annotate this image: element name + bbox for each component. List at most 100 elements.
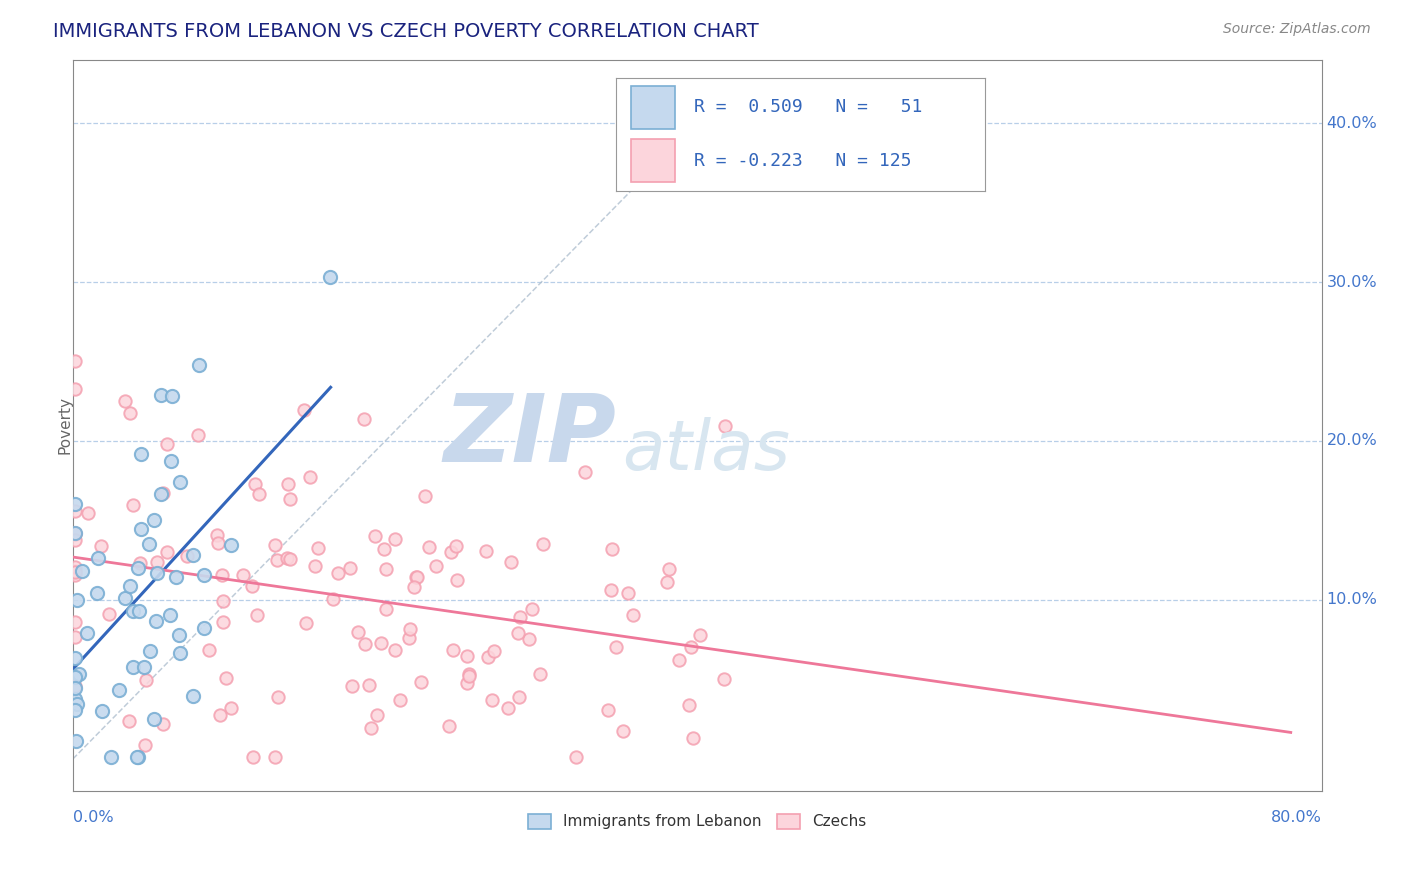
Point (70, 564, 93, 578)
Point (152, 486, 174, 500)
Point (605, 640, 627, 654)
Point (143, 712, 166, 726)
Point (621, 607, 644, 622)
Point (247, 487, 270, 501)
Point (122, 604, 145, 618)
Point (679, 640, 702, 654)
Point (499, 554, 522, 568)
Point (496, 701, 519, 715)
Point (63, 504, 86, 518)
Point (90, 539, 112, 553)
Point (714, 419, 737, 434)
Y-axis label: Poverty: Poverty (58, 396, 72, 454)
Point (353, 412, 375, 426)
Point (482, 644, 505, 658)
Point (389, 693, 412, 707)
Point (63, 526, 86, 541)
Point (232, 568, 254, 582)
Point (129, 557, 152, 571)
Point (506, 625, 529, 640)
Point (63, 497, 86, 511)
Point (339, 560, 361, 574)
Point (219, 538, 242, 552)
Point (193, 621, 215, 635)
Point (67, 667, 90, 681)
Point (63, 354, 86, 368)
Point (63, 670, 86, 684)
Text: Source: ZipAtlas.com: Source: ZipAtlas.com (1223, 22, 1371, 37)
Point (208, 708, 231, 723)
Point (63, 533, 86, 548)
Point (267, 690, 290, 704)
Point (529, 667, 551, 681)
Point (682, 731, 704, 746)
Point (413, 489, 436, 503)
Point (599, 583, 621, 598)
Point (612, 723, 634, 738)
Point (211, 567, 233, 582)
Point (63, 568, 86, 582)
Point (509, 610, 531, 624)
Point (77, 506, 100, 520)
Point (160, 454, 183, 468)
Point (63, 679, 86, 693)
Point (437, 719, 460, 733)
Point (198, 642, 221, 657)
Point (212, 594, 235, 608)
Point (138, 644, 160, 658)
Point (134, 738, 156, 752)
Point (307, 541, 329, 556)
Text: 80.0%: 80.0% (1271, 810, 1322, 825)
Point (65, 733, 87, 747)
Point (122, 498, 145, 512)
Point (384, 642, 406, 657)
Point (446, 574, 468, 588)
Point (347, 624, 370, 639)
Point (531, 536, 554, 550)
Point (406, 570, 429, 584)
Point (689, 628, 711, 642)
Point (456, 648, 478, 663)
Point (370, 636, 392, 650)
Point (128, 604, 150, 618)
Point (138, 537, 160, 551)
Point (66, 697, 89, 711)
Point (63, 692, 86, 706)
Point (384, 533, 406, 547)
Point (240, 579, 263, 593)
Point (145, 566, 167, 581)
Point (399, 622, 422, 636)
Text: 20.0%: 20.0% (1327, 434, 1378, 449)
Point (187, 427, 209, 442)
Point (242, 750, 264, 764)
Point (127, 750, 149, 764)
Point (63, 681, 86, 695)
Point (146, 555, 169, 569)
Point (458, 669, 481, 683)
Point (405, 570, 427, 584)
Point (366, 708, 388, 723)
Point (63, 527, 86, 541)
Point (246, 607, 269, 622)
Text: 0.0%: 0.0% (73, 810, 114, 825)
Point (135, 673, 157, 687)
Point (118, 714, 141, 728)
Point (134, 659, 156, 673)
Point (127, 750, 149, 764)
Point (375, 602, 398, 616)
Point (63, 630, 86, 644)
Point (520, 602, 543, 616)
Point (114, 591, 136, 605)
Point (245, 477, 267, 491)
Point (326, 566, 349, 580)
Point (187, 358, 209, 372)
Point (63, 703, 86, 717)
Point (63, 559, 86, 574)
Point (131, 522, 153, 536)
Point (658, 562, 681, 576)
Point (596, 703, 619, 717)
Point (655, 575, 678, 590)
Point (167, 627, 190, 641)
Point (166, 569, 188, 583)
Point (517, 632, 540, 647)
